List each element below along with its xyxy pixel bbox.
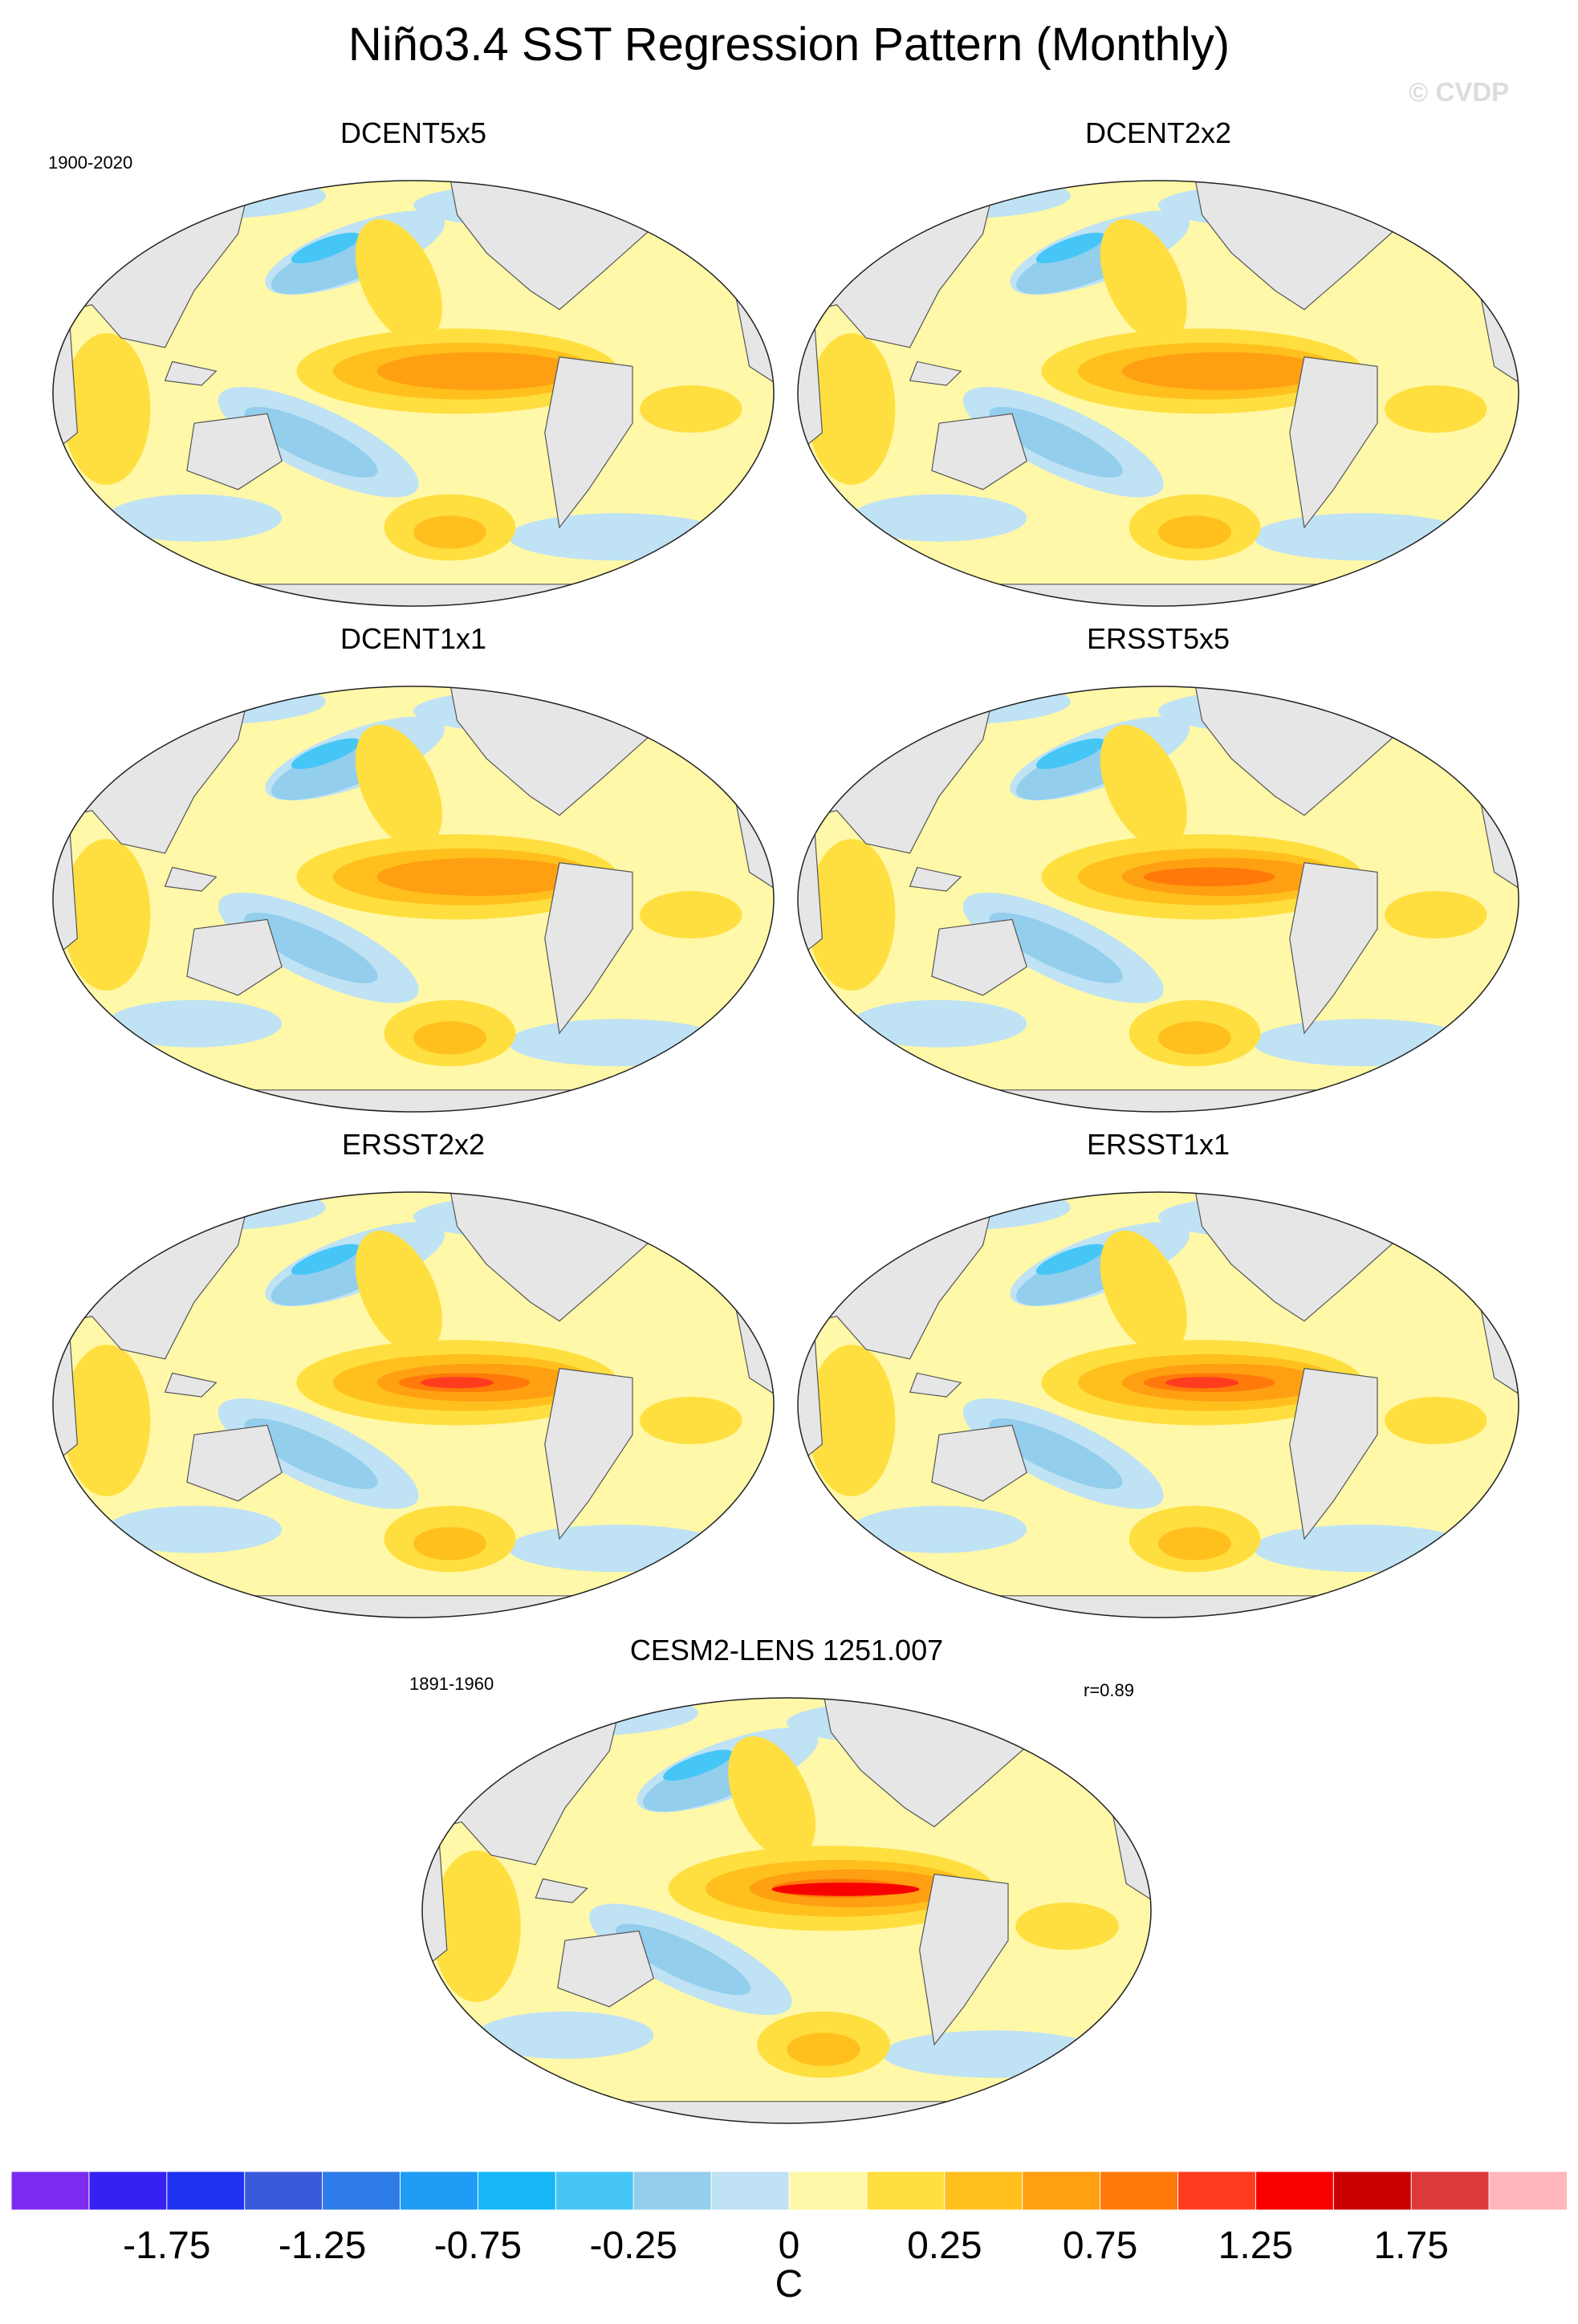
sst-map [797, 686, 1519, 1113]
map-panel: ERSST1x1 [793, 1128, 1523, 1634]
colorbar-swatch [11, 2171, 90, 2210]
sst-field [798, 1192, 1519, 1618]
colorbar [11, 2171, 1567, 2210]
panel-title: DCENT5x5 [340, 116, 487, 149]
panel-title: CESM2-LENS 1251.007 [629, 1634, 944, 1667]
antarctica-land [53, 584, 774, 606]
colorbar-tick-label: 1.25 [1218, 2224, 1294, 2267]
south-america-land [1289, 861, 1378, 1035]
south-america-land [544, 356, 633, 529]
map-panel: DCENT2x2 [793, 116, 1523, 622]
period-label: 1891-1960 [409, 1674, 494, 1694]
indonesia-land [164, 866, 218, 892]
sst-field [422, 1698, 1151, 2123]
indonesia-land [164, 1372, 218, 1398]
south-america-land [918, 1873, 1009, 2046]
australia-land [931, 1424, 1027, 1502]
colorbar-tick-label: -0.75 [433, 2224, 523, 2267]
colorbar-swatch [477, 2171, 557, 2210]
map-panel: ERSST5x5 [793, 622, 1523, 1128]
colorbar-tick-label: 0 [778, 2224, 800, 2267]
indonesia-land [535, 1878, 588, 1903]
sst-map [52, 180, 775, 607]
sst-map [421, 1697, 1152, 2124]
australia-land [557, 1930, 655, 2008]
south-america-land [544, 861, 633, 1035]
antarctica-land [53, 1595, 774, 1618]
antarctica-land [798, 1595, 1519, 1618]
colorbar-swatch [1255, 2171, 1335, 2210]
panel-title: DCENT2x2 [1084, 116, 1232, 149]
australia-land [931, 413, 1027, 490]
australia-land [931, 918, 1027, 996]
indonesia-land [909, 1372, 962, 1398]
south-america-land [544, 1367, 633, 1541]
map-panel: DCENT5x5 1900-2020 [48, 116, 779, 622]
colorbar-tick-label: -1.75 [123, 2224, 211, 2267]
colorbar-swatch [244, 2171, 323, 2210]
colorbar-unit: C [775, 2263, 803, 2306]
panel-title: ERSST1x1 [1086, 1128, 1230, 1161]
colorbar-swatch [1488, 2171, 1567, 2210]
watermark: © CVDP [1409, 77, 1510, 107]
colorbar-swatch [1022, 2171, 1101, 2210]
colorbar-tick-label: -0.25 [589, 2224, 677, 2267]
sst-map [797, 1191, 1519, 1618]
colorbar-swatch [1332, 2171, 1413, 2210]
colorbar-swatch [632, 2171, 713, 2210]
australia-land [186, 1424, 283, 1502]
colorbar-swatch [555, 2171, 635, 2210]
colorbar-swatch [944, 2171, 1023, 2210]
sst-field [53, 686, 774, 1112]
colorbar-swatch [788, 2171, 868, 2210]
sst-field [53, 181, 774, 606]
south-america-land [1289, 356, 1378, 529]
indonesia-land [909, 360, 962, 386]
colorbar-swatch [1100, 2171, 1179, 2210]
indonesia-land [164, 360, 218, 386]
colorbar-tick-label: 0.75 [1062, 2224, 1138, 2267]
page-title: Niño3.4 SST Regression Pattern (Monthly) [348, 18, 1230, 71]
map-panel: DCENT1x1 [48, 622, 779, 1128]
colorbar-swatch [322, 2171, 401, 2210]
australia-land [186, 918, 283, 996]
sst-map [52, 686, 775, 1113]
sst-field [798, 181, 1519, 606]
colorbar-tick-label: 1.75 [1373, 2224, 1449, 2267]
sst-field [53, 1192, 774, 1618]
antarctica-land [798, 584, 1519, 606]
antarctica-land [798, 1089, 1519, 1112]
indonesia-land [909, 866, 962, 892]
australia-land [186, 413, 283, 490]
map-panel: CESM2-LENS 1251.007 1891-1960 r=0.89 [409, 1634, 1156, 2139]
antarctica-land [53, 1089, 774, 1112]
colorbar-swatch [866, 2171, 946, 2210]
sst-map [52, 1191, 775, 1618]
colorbar-swatch [88, 2171, 168, 2210]
sst-map [797, 180, 1519, 607]
colorbar-tick-label: 0.25 [907, 2224, 982, 2267]
south-america-land [1289, 1367, 1378, 1541]
correlation-label: r=0.89 [1084, 1680, 1134, 1700]
colorbar-swatch [400, 2171, 479, 2210]
sst-field [798, 686, 1519, 1112]
map-panel: ERSST2x2 [48, 1128, 779, 1634]
colorbar-swatch [166, 2171, 246, 2210]
colorbar-tick-label: -1.25 [278, 2224, 367, 2267]
antarctica-land [422, 2101, 1151, 2123]
colorbar-swatch [710, 2171, 790, 2210]
panel-title: ERSST2x2 [341, 1128, 486, 1161]
panel-title: ERSST5x5 [1086, 622, 1230, 655]
period-label: 1900-2020 [48, 153, 133, 173]
panel-title: DCENT1x1 [340, 622, 487, 655]
colorbar-swatch [1410, 2171, 1491, 2210]
colorbar-swatch [1177, 2171, 1257, 2210]
